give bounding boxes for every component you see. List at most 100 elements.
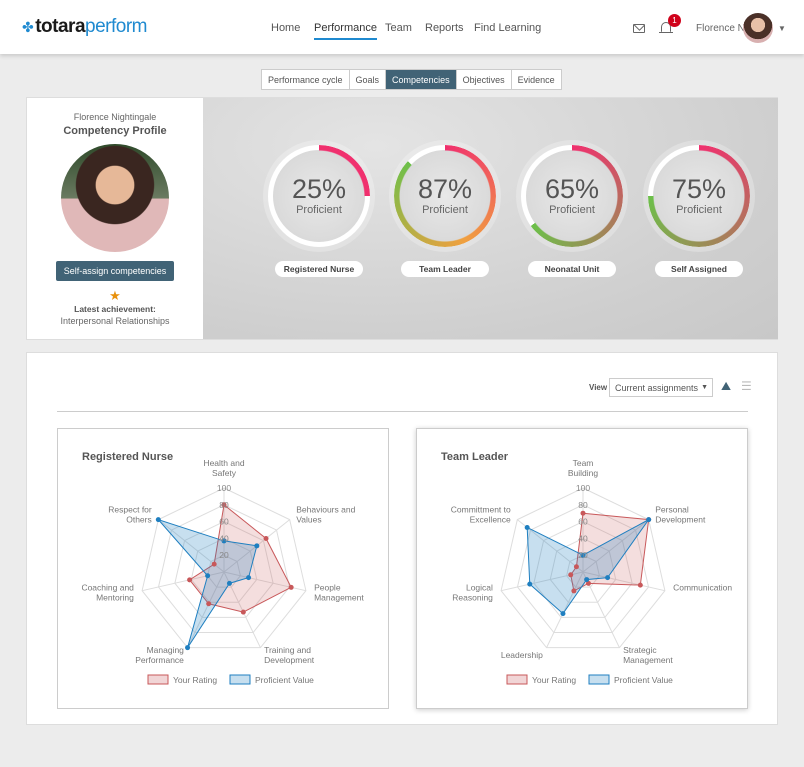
divider (57, 411, 748, 412)
data-point (580, 510, 586, 516)
axis-label: Leadership (501, 650, 543, 660)
ring-neonatal-unit[interactable]: 65% Proficient (516, 140, 628, 252)
axis-line (141, 571, 225, 592)
series-area-proficient-value (156, 518, 258, 648)
ring-team-leader[interactable]: 87% Proficient (389, 140, 501, 252)
leaf-icon: ✤ (22, 19, 34, 35)
data-point (646, 517, 652, 523)
data-point (263, 535, 269, 541)
series-area-your-rating (188, 503, 292, 613)
grid-ring (500, 487, 666, 649)
axis-label: Committment to Excellence (451, 504, 511, 524)
axis-label: Health and Safety (203, 458, 244, 478)
profile-card: Florence Nightingale Competency Profile … (27, 98, 203, 339)
profile-photo (61, 144, 169, 252)
data-point (573, 564, 579, 570)
legend-label: Proficient Value (255, 675, 314, 685)
grid-ring (157, 504, 291, 634)
tab-performance-cycle[interactable]: Performance cycle (262, 70, 350, 89)
grid-ring (190, 537, 258, 603)
ring-label[interactable]: Self Assigned (655, 261, 743, 277)
legend-swatch (147, 674, 169, 685)
data-point (568, 572, 574, 578)
axis-label: Coaching and Mentoring (81, 583, 134, 603)
radar-card-team-leader: Team Leader Team Building Personal Developm… (416, 428, 748, 709)
ring-label[interactable]: Team Leader (401, 261, 489, 277)
tab-goals[interactable]: Goals (350, 70, 387, 89)
achievement-label: Latest achievement: (74, 304, 156, 314)
axis-line (582, 519, 649, 573)
achievement-value: Interpersonal Relationships (60, 316, 170, 326)
data-point (584, 577, 590, 583)
view-select[interactable]: Current assignments ▼ (609, 378, 713, 397)
nav-team[interactable]: Team (385, 22, 412, 34)
legend-label: Proficient Value (614, 675, 673, 685)
ring-label[interactable]: Neonatal Unit (528, 261, 616, 277)
tick-label: 20 (219, 550, 229, 560)
axis-label: Communication (673, 583, 732, 593)
self-assign-button[interactable]: Self-assign competencies (55, 261, 175, 281)
tick-label: 100 (217, 483, 231, 493)
data-point (605, 575, 611, 581)
profile-title: Competency Profile (63, 125, 167, 137)
user-name[interactable]: Florence N (696, 23, 745, 34)
data-point (221, 502, 227, 508)
totara-logo[interactable]: ✤ totaraperform (22, 16, 147, 37)
rings-area: 25% Proficient 87% Proficient 65% Proficien… (203, 98, 778, 339)
star-icon: ★ (109, 288, 121, 303)
nav-performance[interactable]: Performance (314, 22, 377, 40)
grid-ring (516, 504, 650, 634)
radar-chart: Team Building Personal Development Communica… (451, 458, 733, 685)
tab-evidence[interactable]: Evidence (517, 75, 555, 85)
legend-label: Your Rating (173, 675, 217, 685)
data-point (527, 581, 533, 587)
tick-label: 60 (578, 517, 588, 527)
chart-view-icon[interactable]: ⛰︎ (721, 379, 732, 393)
nav-reports[interactable]: Reports (425, 22, 464, 34)
ring-registered-nurse[interactable]: 25% Proficient (263, 140, 375, 252)
axis-label: Strategic Management (623, 645, 673, 665)
tab-competencies[interactable]: Competencies (386, 70, 457, 89)
tab-bar: Performance cycle Goals Competencies Obj… (261, 69, 562, 90)
nav-home[interactable]: Home (271, 22, 301, 34)
ring-self-assigned[interactable]: 75% Proficient (643, 140, 755, 252)
series-area-proficient-value (526, 519, 650, 615)
mail-icon[interactable] (633, 24, 645, 33)
data-point (288, 584, 294, 590)
data-point (524, 524, 530, 530)
tick-label: 80 (578, 500, 588, 510)
profile-name: Florence Nightingale (73, 112, 157, 122)
chart-title: Team Leader (441, 451, 509, 463)
tick-label: 40 (219, 533, 229, 543)
tick-label: 20 (578, 550, 588, 560)
top-header: ✤ totaraperform Home Performance Team Rep… (0, 0, 804, 54)
nav-find-learning[interactable]: Find Learning (474, 22, 542, 34)
tick-label: 80 (219, 500, 229, 510)
data-point (155, 517, 161, 523)
chevron-down-icon[interactable]: ▼ (778, 24, 786, 33)
tick-label: 60 (219, 517, 229, 527)
legend-swatch (588, 674, 610, 685)
axis-label: Personal Development (655, 504, 706, 524)
list-view-icon[interactable]: ☰ (741, 379, 752, 393)
legend-swatch (229, 674, 251, 685)
bell-icon[interactable] (659, 22, 673, 33)
axis-label: Managing Performance (135, 645, 184, 665)
chart-title: Registered Nurse (82, 451, 174, 463)
ring-label[interactable]: Registered Nurse (275, 261, 363, 277)
axis-label: Respect for Others (108, 504, 152, 524)
data-point (221, 538, 227, 544)
data-point (571, 588, 577, 594)
axis-label: Team Building (568, 458, 599, 478)
avatar[interactable] (743, 13, 773, 43)
competency-summary-panel: Florence Nightingale Competency Profile … (26, 97, 778, 340)
tab-objectives[interactable]: Objectives (457, 70, 512, 89)
data-point (206, 601, 212, 607)
axis-line (582, 571, 666, 592)
data-point (205, 573, 211, 579)
data-point (187, 577, 193, 583)
tick-label: 40 (578, 533, 588, 543)
legend-label: Your Rating (532, 675, 576, 685)
legend-swatch (506, 674, 528, 685)
grid-ring (207, 554, 241, 588)
